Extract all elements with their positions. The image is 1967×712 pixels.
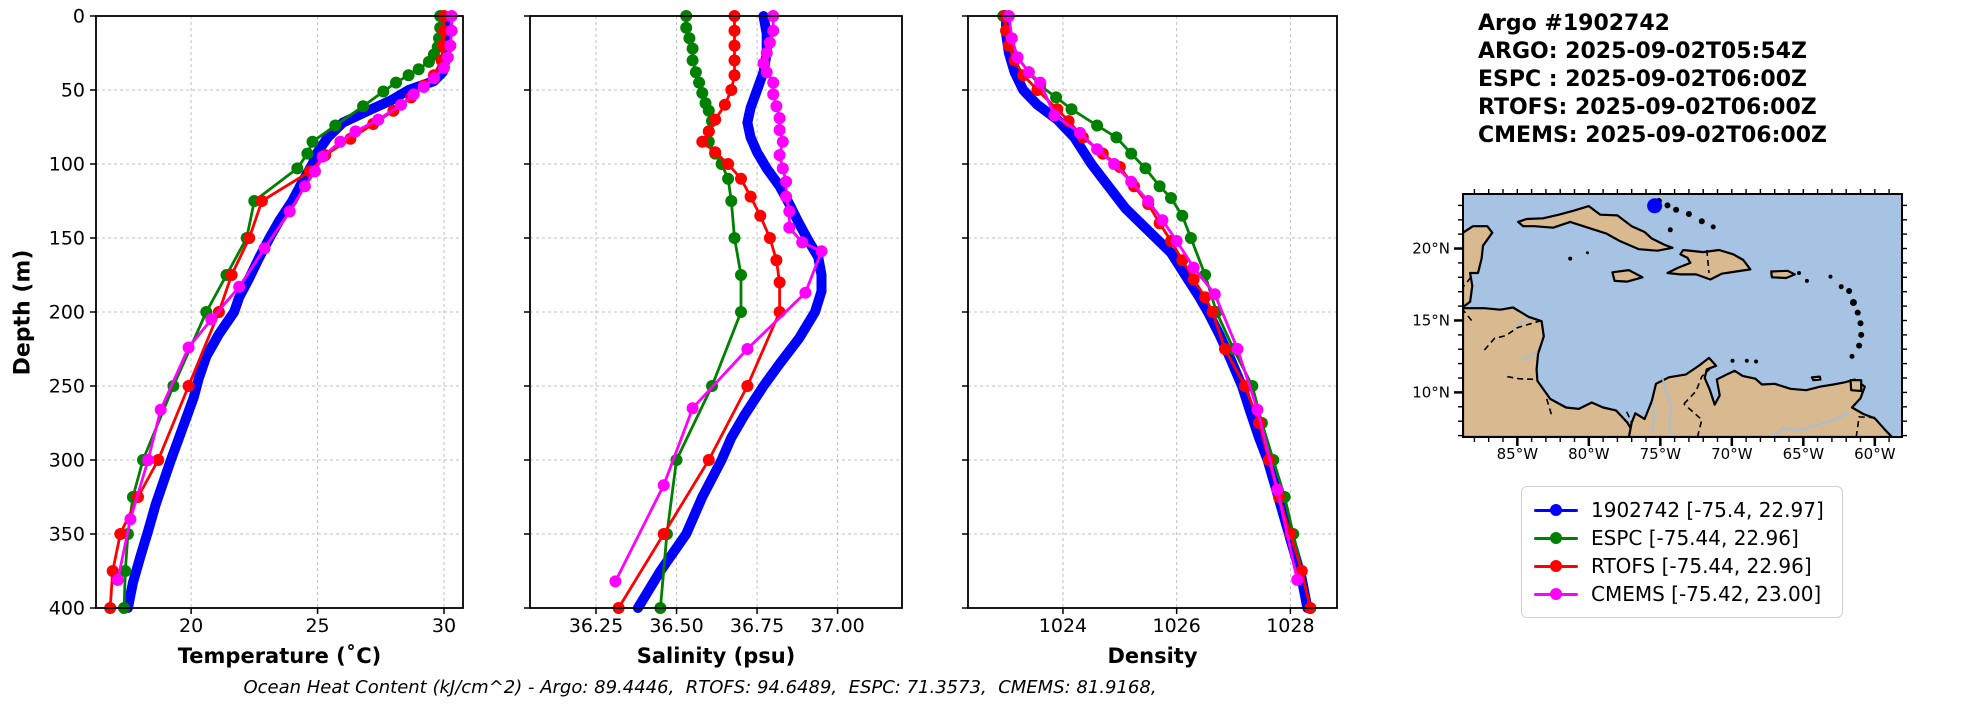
svg-text:20°N: 20°N: [1412, 240, 1450, 258]
legend-label: 1902742 [-75.4, 22.97]: [1591, 498, 1824, 522]
density-panel: 1024 1026 1028 Density: [962, 10, 1338, 668]
puerto_rico-landmass: [1770, 269, 1796, 280]
legend-item-cmems: CMEMS [-75.42, 23.00]: [1534, 580, 1830, 608]
svg-text:70°W: 70°W: [1711, 445, 1753, 463]
svg-text:100: 100: [49, 154, 85, 176]
rivers: [1515, 316, 1850, 437]
svg-text:300: 300: [49, 450, 85, 472]
svg-text:1024: 1024: [1039, 615, 1087, 637]
cmems-temperature-markers: [111, 10, 458, 586]
svg-text:150: 150: [49, 228, 85, 250]
rtofs-timestamp: RTOFS: 2025-09-02T06:00Z: [1478, 95, 1817, 120]
svg-text:1028: 1028: [1266, 615, 1314, 637]
info-block: Argo #1902742 ARGO: 2025-09-02T05:54Z ES…: [1478, 10, 1827, 150]
legend-label: ESPC [-75.44, 22.96]: [1591, 526, 1799, 550]
svg-text:75°W: 75°W: [1640, 445, 1682, 463]
cmems-timestamp: CMEMS: 2025-09-02T06:00Z: [1478, 123, 1827, 148]
svg-text:36.25: 36.25: [569, 615, 623, 637]
legend-item-rtofs: RTOFS [-75.44, 22.96]: [1534, 552, 1830, 580]
temperature-axis-title: Temperature (˚C): [178, 644, 381, 668]
svg-text:250: 250: [49, 376, 85, 398]
trinidad-landmass: [1849, 379, 1863, 393]
svg-text:200: 200: [49, 302, 85, 324]
svg-text:400: 400: [49, 598, 85, 620]
jamaica-landmass: [1611, 269, 1644, 283]
cmems-salinity-markers: [609, 10, 828, 588]
espc-line-swatch: [1534, 531, 1578, 545]
legend-item-argo: 1902742 [-75.4, 22.97]: [1534, 496, 1830, 524]
svg-text:36.50: 36.50: [649, 615, 703, 637]
rtofs-temperature-line: [108, 14, 446, 610]
svg-text:1026: 1026: [1152, 615, 1200, 637]
legend-item-espc: ESPC [-75.44, 22.96]: [1534, 524, 1830, 552]
landmasses: [1463, 205, 1894, 437]
legend: 1902742 [-75.4, 22.97] ESPC [-75.44, 22.…: [1521, 486, 1843, 618]
svg-text:36.75: 36.75: [730, 615, 784, 637]
svg-text:80°W: 80°W: [1568, 445, 1610, 463]
argo-line-swatch: [1534, 503, 1578, 517]
cuba-landmass: [1516, 205, 1674, 252]
margarita-landmass: [1810, 375, 1822, 382]
salinity-panel: 36.25 36.50 36.75 37.00 Salinity (psu): [524, 10, 903, 668]
density-axis-title: Density: [1107, 644, 1197, 668]
rtofs-line-swatch: [1534, 559, 1578, 573]
map-area: 85°W 80°W 75°W 70°W 65°W 60°W 20°N 15°N 10°N: [1412, 189, 1907, 463]
legend-label: CMEMS [-75.42, 23.00]: [1591, 582, 1822, 606]
salinity-axis-title: Salinity (psu): [637, 644, 796, 668]
cmems-line-swatch: [1534, 587, 1578, 601]
svg-text:37.00: 37.00: [810, 615, 864, 637]
profile-charts: 20 25 30050100150200250300350400Temperatur…: [49, 6, 1338, 668]
legend-label: RTOFS [-75.44, 22.96]: [1591, 554, 1812, 578]
svg-text:60°W: 60°W: [1854, 445, 1896, 463]
svg-text:15°N: 15°N: [1412, 311, 1450, 329]
svg-text:25: 25: [305, 615, 329, 637]
figure-title: Argo #1902742: [1478, 11, 1670, 36]
svg-text:65°W: 65°W: [1783, 445, 1825, 463]
temperature-panel: 20 25 30050100150200250300350400Temperatur…: [49, 6, 464, 668]
argo-timestamp: ARGO: 2025-09-02T05:54Z: [1478, 39, 1807, 64]
south_america-landmass: [1627, 356, 1894, 437]
svg-text:85°W: 85°W: [1497, 445, 1539, 463]
central_america-landmass: [1463, 225, 1635, 437]
location-map: 85°W 80°W 75°W 70°W 65°W 60°W 20°N 15°N 10°N: [1412, 189, 1907, 463]
small-islands: [1568, 198, 1865, 364]
rtofs-salinity-markers: [612, 10, 786, 614]
svg-text:10°N: 10°N: [1412, 383, 1450, 401]
svg-text:30: 30: [432, 615, 456, 637]
ohc-caption: Ocean Heat Content (kJ/cm^2) - Argo: 89.…: [243, 677, 1157, 698]
svg-text:0: 0: [73, 6, 85, 28]
svg-text:350: 350: [49, 524, 85, 546]
svg-text:20: 20: [179, 615, 203, 637]
cmems-density-markers: [1002, 10, 1304, 586]
float-position-marker: [1647, 198, 1663, 214]
espc-timestamp: ESPC : 2025-09-02T06:00Z: [1478, 67, 1807, 92]
svg-text:50: 50: [61, 80, 85, 102]
